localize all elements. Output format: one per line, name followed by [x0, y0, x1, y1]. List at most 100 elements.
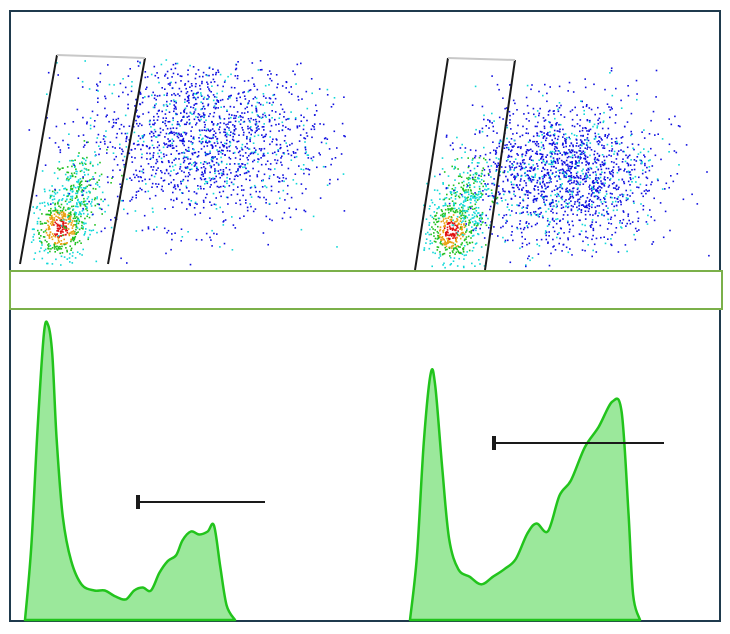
scatter-point	[160, 177, 163, 179]
scatter-point	[336, 147, 338, 149]
scatter-point	[434, 175, 436, 178]
scatter-point	[224, 180, 226, 183]
scatter-point	[471, 241, 474, 244]
scatter-point	[477, 233, 479, 235]
scatter-point	[158, 144, 160, 147]
gate-top-edge[interactable]	[447, 57, 516, 61]
scatter-point	[81, 194, 83, 197]
scatter-point	[244, 98, 247, 100]
scatter-point	[215, 208, 218, 210]
scatter-point	[139, 91, 142, 94]
scatter-point	[524, 144, 527, 147]
histogram-gate-handle[interactable]	[136, 495, 140, 509]
scatter-point	[301, 192, 304, 195]
scatter-point	[610, 155, 612, 157]
scatter-point	[87, 141, 89, 143]
scatter-point	[109, 141, 112, 143]
gate-right-edge[interactable]	[484, 59, 516, 271]
scatter-point	[221, 149, 223, 152]
scatter-point	[449, 144, 452, 147]
scatter-point	[157, 152, 159, 155]
scatter-point	[433, 235, 435, 237]
scatter-point	[525, 221, 528, 223]
scatter-point	[221, 90, 224, 93]
scatter-point	[428, 233, 431, 236]
scatter-point	[455, 241, 458, 243]
scatter-point	[601, 154, 604, 156]
scatter-point	[233, 126, 236, 128]
scatter-point	[589, 146, 591, 149]
scatter-point	[164, 122, 166, 125]
scatter-point	[471, 226, 473, 228]
scatter-point	[38, 250, 41, 253]
scatter-point	[205, 139, 207, 142]
scatter-point	[525, 152, 528, 154]
scatter-point	[451, 142, 454, 144]
gate-top-edge[interactable]	[56, 54, 146, 59]
scatter-point	[166, 146, 169, 148]
scatter-point	[547, 208, 550, 210]
scatter-point	[448, 215, 451, 218]
scatter-point	[57, 177, 59, 180]
scatter-point	[647, 214, 649, 217]
scatter-point	[469, 197, 472, 200]
scatter-point	[485, 224, 488, 227]
scatter-point	[53, 243, 55, 246]
scatter-point	[41, 213, 43, 215]
scatter-point	[332, 103, 335, 106]
scatter-point	[78, 186, 81, 188]
scatter-point	[556, 147, 558, 150]
scatter-point	[437, 225, 439, 228]
scatter-point	[581, 170, 583, 172]
histogram-gate-handle[interactable]	[492, 436, 496, 450]
scatter-point	[593, 195, 596, 198]
scatter-point	[177, 73, 179, 76]
scatter-point	[263, 135, 266, 138]
scatter-point	[174, 81, 177, 84]
gate-left-edge[interactable]	[19, 54, 58, 265]
scatter-point	[548, 181, 550, 184]
scatter-point	[59, 149, 62, 151]
scatter-point	[443, 171, 446, 173]
scatter-point	[86, 141, 88, 144]
scatter-point	[277, 150, 280, 152]
scatter-point	[230, 116, 232, 119]
scatter-point	[527, 190, 529, 192]
scatter-point	[560, 169, 562, 171]
scatter-point	[255, 107, 257, 110]
scatter-point	[240, 146, 243, 149]
scatter-point	[57, 238, 60, 240]
scatter-point	[551, 124, 554, 127]
scatter-point	[162, 153, 165, 155]
scatter-point	[474, 133, 476, 135]
scatter-point	[78, 211, 81, 213]
scatter-point	[574, 176, 577, 179]
scatter-point	[158, 134, 161, 137]
gate-right-edge[interactable]	[107, 57, 146, 265]
scatter-point	[473, 195, 475, 197]
scatter-point	[155, 162, 157, 165]
gate-left-edge[interactable]	[414, 57, 449, 271]
scatter-point	[655, 96, 657, 98]
scatter-point	[340, 153, 343, 155]
scatter-point	[431, 265, 433, 268]
scatter-point	[528, 149, 530, 151]
scatter-point	[331, 158, 333, 160]
scatter-point	[208, 89, 211, 92]
scatter-point	[94, 120, 96, 122]
scatter-point	[549, 203, 552, 205]
scatter-point	[252, 167, 254, 170]
scatter-point	[77, 77, 80, 79]
scatter-point	[104, 95, 106, 98]
scatter-point	[459, 175, 461, 177]
scatter-point	[527, 226, 529, 229]
scatter-point	[434, 218, 437, 221]
scatter-point	[496, 165, 499, 168]
scatter-point	[49, 214, 51, 216]
scatter-point	[583, 157, 585, 160]
scatter-point	[74, 243, 76, 246]
scatter-point	[268, 118, 271, 121]
scatter-point	[562, 128, 564, 131]
scatter-point	[584, 78, 586, 80]
scatter-point	[255, 118, 257, 121]
